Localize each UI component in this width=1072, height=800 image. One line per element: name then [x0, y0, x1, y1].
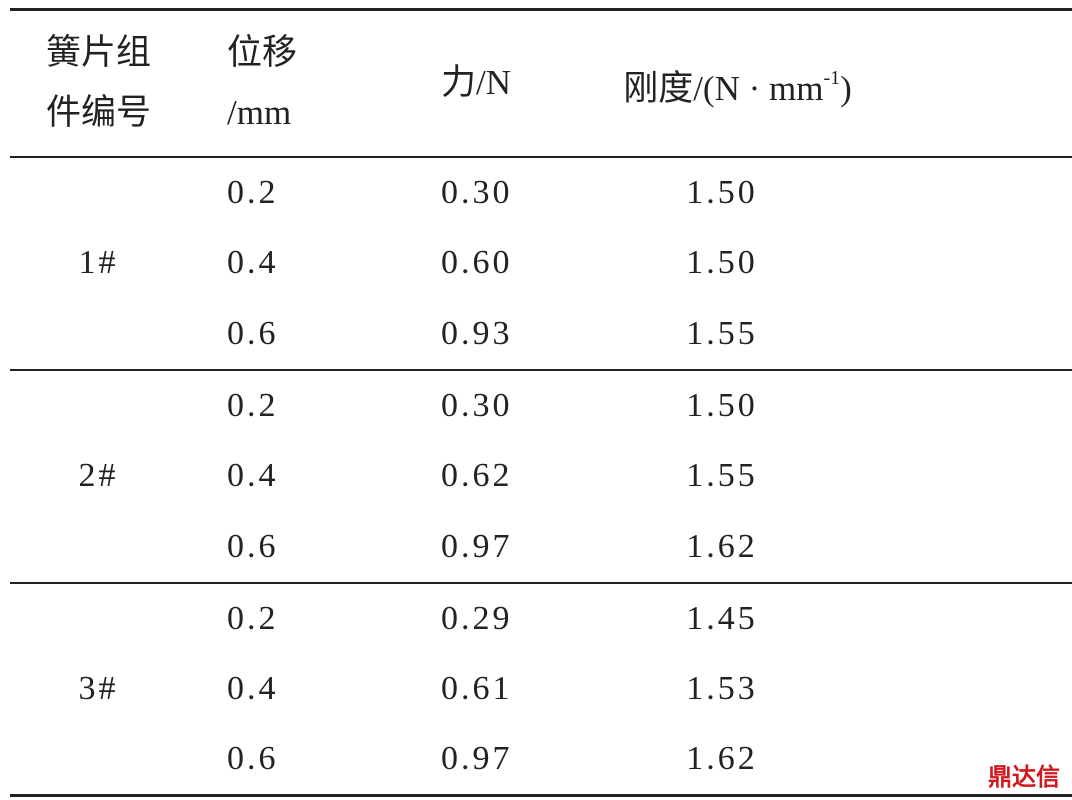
table-cell: 0.2	[227, 599, 279, 637]
header-cell: 力/N	[398, 10, 602, 157]
table-cell: 0.2	[227, 386, 279, 424]
header-text: 簧片组	[45, 33, 151, 73]
table-header: 簧片组 件编号 位移/mm 力/N 刚度/(N · mm-1)	[10, 9, 1072, 157]
table-row: 3# 0.2 0.29 1.45	[10, 582, 1072, 707]
table-cell: 0.2	[227, 173, 279, 211]
data-table: 簧片组 件编号 位移/mm 力/N 刚度/(N · mm-1) 1# 0.2 0.30 1.5…	[10, 8, 1072, 797]
table-row: 0.4 0.61 1.53	[10, 654, 1072, 725]
table-body: 1# 0.2 0.30 1.50 0.4 0.60 1.50 0.6 0.93 1.55 2# 0.2…	[10, 157, 1072, 796]
table-cell: 0.97	[441, 740, 513, 778]
table-cell: 0.30	[441, 173, 513, 211]
table-cell: 1.50	[686, 173, 758, 211]
table-cell: 1.50	[686, 386, 758, 424]
table-cell: 0.62	[441, 457, 513, 494]
table-cell: 0.4	[227, 670, 279, 707]
table-cell: 0.30	[441, 386, 513, 424]
table-row: 0.6 0.97 1.62	[10, 725, 1072, 796]
table-row: 1# 0.2 0.30 1.50	[10, 157, 1072, 282]
header-text: 位移	[227, 33, 298, 73]
header-text: 力/N	[441, 63, 512, 103]
header-cell: 刚度/(N · mm-1)	[602, 10, 1072, 157]
header-text: /mm	[227, 93, 292, 133]
table-row: 0.6 0.97 1.62	[10, 512, 1072, 583]
group-label: 1#	[78, 244, 119, 281]
watermark: 鼎达信	[988, 763, 1060, 791]
group-label: 2#	[78, 457, 119, 494]
table-row: 0.6 0.93 1.55	[10, 299, 1072, 370]
table-cell: 1.62	[686, 527, 758, 565]
table-cell: 1.55	[686, 314, 758, 352]
header-text: 刚度/(N · mm	[623, 68, 824, 108]
table-cell: 0.4	[227, 457, 279, 494]
table-cell: 1.55	[686, 457, 758, 494]
header-row: 簧片组 件编号 位移/mm 力/N 刚度/(N · mm-1)	[10, 9, 1072, 157]
table-cell: 0.6	[227, 314, 279, 352]
table-cell: 0.4	[227, 244, 279, 281]
table-cell: 1.53	[686, 670, 758, 707]
table-cell: 0.93	[441, 314, 513, 352]
header-cell: 位移/mm	[187, 10, 398, 157]
header-text: )	[840, 68, 852, 108]
header-superscript: -1	[823, 66, 841, 89]
header-text: 件编号	[45, 93, 151, 133]
table-cell: 1.62	[686, 740, 758, 778]
table-cell: 0.6	[227, 740, 279, 778]
group-label: 3#	[78, 669, 119, 707]
table-cell: 1.45	[686, 599, 758, 637]
table-cell: 0.61	[441, 670, 513, 707]
table-row: 0.4 0.60 1.50	[10, 228, 1072, 299]
table-row: 2# 0.2 0.30 1.50	[10, 369, 1072, 494]
table-cell: 1.50	[686, 244, 758, 281]
table-cell: 0.97	[441, 527, 513, 565]
header-cell: 簧片组 件编号	[10, 10, 187, 157]
table-cell: 0.60	[441, 244, 513, 281]
table-cell: 0.6	[227, 527, 279, 565]
table-row: 0.4 0.62 1.55	[10, 441, 1072, 512]
table-cell: 0.29	[441, 599, 513, 637]
